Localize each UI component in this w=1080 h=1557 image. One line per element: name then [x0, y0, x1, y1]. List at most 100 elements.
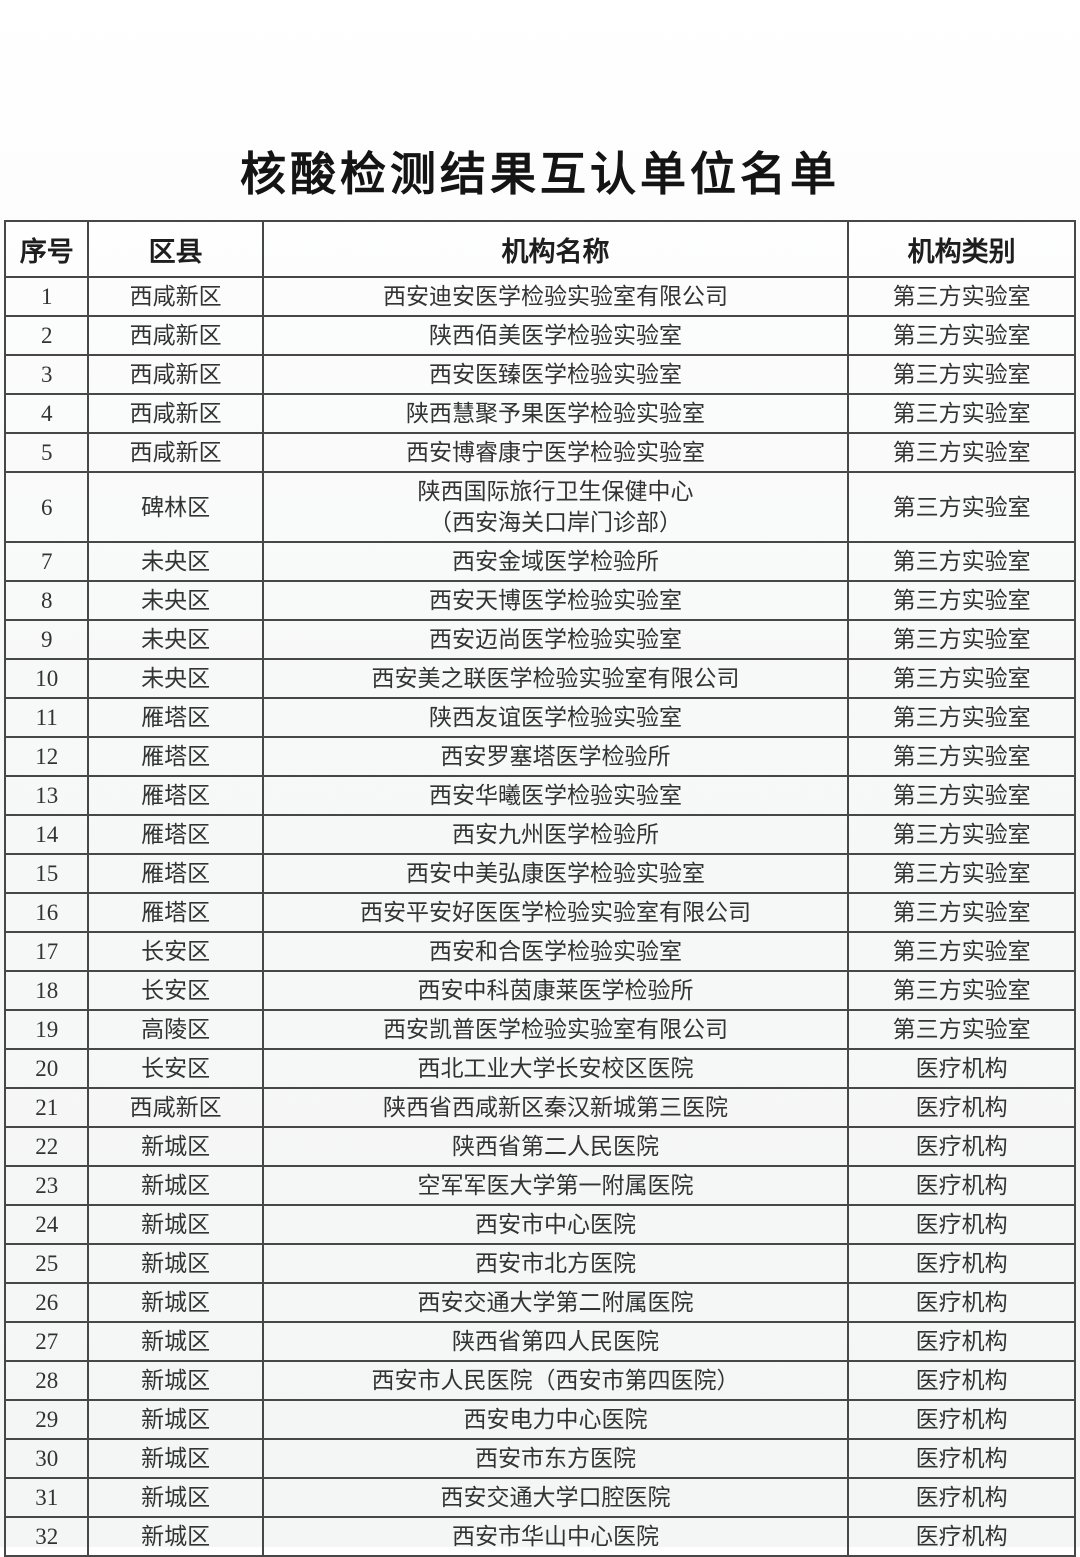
mutual-recognition-table: 序号 区县 机构名称 机构类别 1 西咸新区 西安迪安医学检验实验室有限公司 第三方实… — [3, 220, 1076, 1557]
table-row: 7 未央区 西安金域医学检验所 第三方实验室 — [3, 541, 1076, 582]
cell-type: 第三方实验室 — [847, 970, 1076, 1011]
cell-district: 长安区 — [87, 1048, 264, 1089]
cell-index: 21 — [3, 1087, 90, 1128]
column-header-district: 区县 — [87, 220, 264, 278]
table-body: 1 西咸新区 西安迪安医学检验实验室有限公司 第三方实验室 2 西咸新区 陕西佰美医学检验实… — [3, 276, 1076, 1557]
cell-name: 西安交通大学第二附属医院 — [261, 1282, 850, 1323]
cell-type: 第三方实验室 — [847, 315, 1076, 356]
table-row: 26 新城区 西安交通大学第二附属医院 医疗机构 — [3, 1282, 1076, 1323]
table-row: 17 长安区 西安和合医学检验实验室 第三方实验室 — [3, 931, 1076, 972]
cell-name: 西安市华山中心医院 — [261, 1516, 850, 1557]
cell-type: 医疗机构 — [847, 1126, 1076, 1167]
cell-name: 西安中科茵康莱医学检验所 — [261, 970, 850, 1011]
table-row: 20 长安区 西北工业大学长安校区医院 医疗机构 — [3, 1048, 1076, 1089]
cell-name: 西安交通大学口腔医院 — [261, 1477, 850, 1518]
cell-district: 新城区 — [87, 1360, 264, 1401]
cell-district: 新城区 — [87, 1399, 264, 1440]
cell-index: 32 — [3, 1516, 90, 1557]
table-row: 25 新城区 西安市北方医院 医疗机构 — [3, 1243, 1076, 1284]
cell-type: 医疗机构 — [847, 1243, 1076, 1284]
table-row: 6 碑林区 陕西国际旅行卫生保健中心 （西安海关口岸门诊部） 第三方实验室 — [3, 471, 1076, 543]
cell-index: 18 — [3, 970, 90, 1011]
cell-type: 第三方实验室 — [847, 853, 1076, 894]
cell-type: 医疗机构 — [847, 1165, 1076, 1206]
cell-index: 7 — [3, 541, 90, 582]
cell-district: 新城区 — [87, 1477, 264, 1518]
table-row: 30 新城区 西安市东方医院 医疗机构 — [3, 1438, 1076, 1479]
table-row: 32 新城区 西安市华山中心医院 医疗机构 — [3, 1516, 1076, 1557]
table-row: 28 新城区 西安市人民医院（西安市第四医院） 医疗机构 — [3, 1360, 1076, 1401]
cell-name: 西安市人民医院（西安市第四医院） — [261, 1360, 850, 1401]
cell-name: 西安迪安医学检验实验室有限公司 — [261, 276, 850, 317]
table-row: 12 雁塔区 西安罗塞塔医学检验所 第三方实验室 — [3, 736, 1076, 777]
table-row: 11 雁塔区 陕西友谊医学检验实验室 第三方实验室 — [3, 697, 1076, 738]
cell-index: 1 — [3, 276, 90, 317]
cell-name: 西安九州医学检验所 — [261, 814, 850, 855]
cell-name: 西安美之联医学检验实验室有限公司 — [261, 658, 850, 699]
cell-district: 西咸新区 — [87, 1087, 264, 1128]
cell-index: 19 — [3, 1009, 90, 1050]
cell-name: 陕西省第二人民医院 — [261, 1126, 850, 1167]
cell-index: 3 — [3, 354, 90, 395]
cell-district: 西咸新区 — [87, 315, 264, 356]
cell-type: 第三方实验室 — [847, 471, 1076, 543]
cell-name: 西北工业大学长安校区医院 — [261, 1048, 850, 1089]
cell-name: 西安市中心医院 — [261, 1204, 850, 1245]
cell-district: 雁塔区 — [87, 697, 264, 738]
cell-index: 31 — [3, 1477, 90, 1518]
cell-district: 新城区 — [87, 1204, 264, 1245]
cell-type: 第三方实验室 — [847, 276, 1076, 317]
cell-district: 新城区 — [87, 1321, 264, 1362]
table-row: 19 高陵区 西安凯普医学检验实验室有限公司 第三方实验室 — [3, 1009, 1076, 1050]
cell-district: 西咸新区 — [87, 276, 264, 317]
cell-index: 13 — [3, 775, 90, 816]
cell-district: 新城区 — [87, 1282, 264, 1323]
table-row: 8 未央区 西安天博医学检验实验室 第三方实验室 — [3, 580, 1076, 621]
cell-name: 陕西友谊医学检验实验室 — [261, 697, 850, 738]
table-row: 27 新城区 陕西省第四人民医院 医疗机构 — [3, 1321, 1076, 1362]
cell-type: 医疗机构 — [847, 1048, 1076, 1089]
cell-name: 西安市东方医院 — [261, 1438, 850, 1479]
table-row: 21 西咸新区 陕西省西咸新区秦汉新城第三医院 医疗机构 — [3, 1087, 1076, 1128]
cell-index: 10 — [3, 658, 90, 699]
cell-index: 29 — [3, 1399, 90, 1440]
cell-index: 11 — [3, 697, 90, 738]
cell-type: 医疗机构 — [847, 1438, 1076, 1479]
cell-district: 新城区 — [87, 1516, 264, 1557]
cell-index: 16 — [3, 892, 90, 933]
cell-district: 高陵区 — [87, 1009, 264, 1050]
cell-index: 5 — [3, 432, 90, 473]
cell-index: 22 — [3, 1126, 90, 1167]
table-row: 15 雁塔区 西安中美弘康医学检验实验室 第三方实验室 — [3, 853, 1076, 894]
cell-type: 医疗机构 — [847, 1282, 1076, 1323]
cell-district: 雁塔区 — [87, 814, 264, 855]
cell-type: 第三方实验室 — [847, 775, 1076, 816]
cell-type: 第三方实验室 — [847, 393, 1076, 434]
cell-district: 长安区 — [87, 970, 264, 1011]
cell-district: 未央区 — [87, 541, 264, 582]
cell-type: 第三方实验室 — [847, 541, 1076, 582]
table-row: 18 长安区 西安中科茵康莱医学检验所 第三方实验室 — [3, 970, 1076, 1011]
cell-index: 2 — [3, 315, 90, 356]
cell-index: 23 — [3, 1165, 90, 1206]
cell-district: 新城区 — [87, 1165, 264, 1206]
cell-type: 第三方实验室 — [847, 619, 1076, 660]
cell-index: 17 — [3, 931, 90, 972]
cell-district: 雁塔区 — [87, 736, 264, 777]
table-row: 13 雁塔区 西安华曦医学检验实验室 第三方实验室 — [3, 775, 1076, 816]
cell-name: 西安医臻医学检验实验室 — [261, 354, 850, 395]
cell-type: 第三方实验室 — [847, 580, 1076, 621]
column-header-type: 机构类别 — [847, 220, 1076, 278]
cell-type: 第三方实验室 — [847, 697, 1076, 738]
cell-index: 4 — [3, 393, 90, 434]
column-header-index: 序号 — [3, 220, 90, 278]
cell-index: 6 — [3, 471, 90, 543]
cell-index: 12 — [3, 736, 90, 777]
cell-index: 24 — [3, 1204, 90, 1245]
cell-type: 第三方实验室 — [847, 814, 1076, 855]
cell-district: 西咸新区 — [87, 354, 264, 395]
cell-name: 西安博睿康宁医学检验实验室 — [261, 432, 850, 473]
cell-index: 20 — [3, 1048, 90, 1089]
table-row: 2 西咸新区 陕西佰美医学检验实验室 第三方实验室 — [3, 315, 1076, 356]
